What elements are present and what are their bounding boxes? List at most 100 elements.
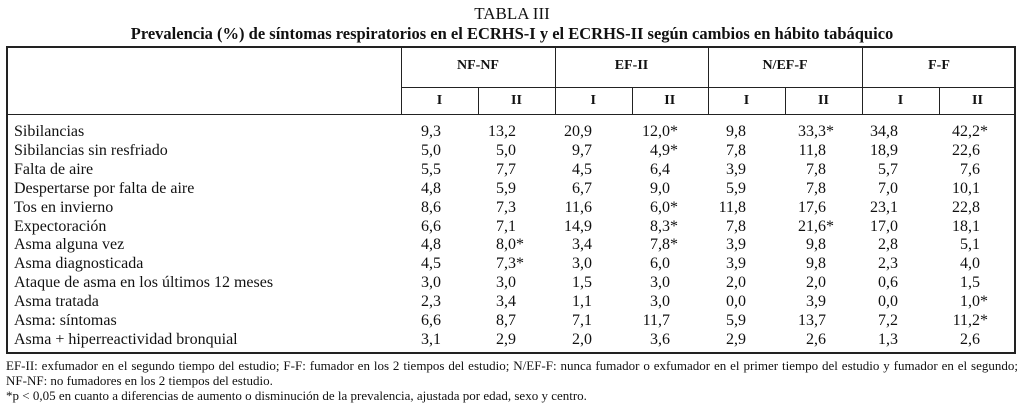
table-cell: 7,3*	[496, 255, 524, 273]
table-cell: 3,9	[726, 255, 746, 273]
table-cell: 9,8	[806, 236, 826, 254]
table-cell: 6,0	[650, 255, 670, 273]
subcolumn-header: II	[511, 93, 522, 108]
table-cell: 1,3	[878, 330, 898, 348]
subcolumn-divider	[939, 87, 940, 114]
table-cell: 3,4	[496, 293, 516, 311]
table-cell: 8,7	[496, 312, 516, 329]
table-row: Ataque de asma en los últimos 12 meses 3,…	[8, 273, 1014, 292]
table-cell: 0,0	[726, 293, 746, 311]
table-row: Tos en invierno 8,6 7,3 11,6 6,0* 11,8 17,6 23,…	[8, 198, 1014, 217]
table-cell: 3,9	[806, 293, 826, 311]
table-cell: 0,6	[878, 274, 898, 292]
table-cell: 5,0	[496, 141, 516, 159]
group-header: F-F	[928, 58, 950, 73]
table-cell: 0,0	[878, 293, 898, 311]
table-cell: 5,9	[726, 179, 746, 197]
row-label: Sibilancias	[14, 123, 85, 140]
table-cell: 5,5	[421, 160, 441, 178]
table-cell: 2,0	[572, 330, 592, 348]
table-row: Sibilancias 9,3 13,2 20,9 12,0* 9,8 33,3* 34,8 4…	[8, 122, 1014, 141]
table-cell: 11,8	[798, 141, 826, 159]
data-table: NF-NF EF-II N/EF-F F-F I II I II I II I II Sibilanci…	[6, 46, 1016, 354]
subcolumn-header: II	[972, 93, 983, 108]
table-subtitle: Prevalencia (%) de síntomas respiratorio…	[130, 24, 894, 43]
table-cell: 17,0	[870, 217, 898, 235]
row-label: Despertarse por falta de aire	[14, 179, 195, 197]
table-cell: 10,1	[952, 179, 980, 197]
table-cell: 3,9	[726, 236, 746, 254]
table-cell: 17,6	[798, 198, 826, 216]
subcolumn-header: I	[743, 93, 750, 108]
table-cell: 22,8	[952, 198, 980, 216]
table-cell: 6,7	[572, 179, 592, 197]
table-cell: 7,7	[496, 160, 516, 178]
table-cell: 1,5	[960, 274, 980, 292]
table-cell: 8,0*	[496, 236, 524, 254]
subcolumn-header: I	[436, 93, 443, 108]
table-cell: 7,6	[960, 160, 980, 178]
table-cell: 2,6	[960, 330, 980, 348]
table-cell: 6,0*	[650, 198, 678, 216]
table-cell: 3,0	[650, 293, 670, 311]
table-cell: 9,0	[650, 179, 670, 197]
table-cell: 11,8	[718, 198, 746, 216]
table-cell: 6,6	[421, 217, 441, 235]
table-row: Asma diagnosticada 4,5 7,3* 3,0 6,0 3,9 9,8 2,3…	[8, 254, 1014, 273]
table-cell: 18,9	[870, 141, 898, 159]
table-cell: 7,8	[806, 160, 826, 178]
table-cell: 1,1	[572, 293, 592, 311]
table-cell: 3,0	[650, 274, 670, 292]
table-cell: 18,1	[952, 217, 980, 235]
table-cell: 9,7	[572, 141, 592, 159]
row-label: Sibilancias sin resfriado	[14, 141, 168, 159]
column-divider	[862, 48, 863, 114]
table-cell: 3,9	[726, 160, 746, 178]
table-cell: 3,0	[572, 255, 592, 273]
table-cell: 11,7	[642, 312, 670, 329]
group-header: N/EF-F	[762, 58, 808, 73]
table-cell: 2,3	[878, 255, 898, 273]
table-cell: 1,5	[572, 274, 592, 292]
table-cell: 3,4	[572, 236, 592, 254]
table-cell: 9,3	[421, 123, 441, 140]
table-cell: 9,8	[726, 123, 746, 140]
table-row: Expectoración 6,6 7,1 14,9 8,3* 7,8 21,6* 17,0 1…	[8, 217, 1014, 236]
table-cell: 9,8	[806, 255, 826, 273]
table-cell: 11,2*	[952, 312, 988, 329]
table-cell: 11,6	[564, 198, 592, 216]
column-divider	[708, 48, 709, 114]
table-cell: 13,2	[488, 123, 516, 140]
table-row: Despertarse por falta de aire 4,8 5,9 6,7 9,…	[8, 179, 1014, 198]
table-cell: 7,8	[806, 179, 826, 197]
table-cell: 5,9	[726, 312, 746, 329]
table-cell: 13,7	[798, 312, 826, 329]
row-label: Falta de aire	[14, 160, 94, 178]
table-cell: 3,6	[650, 330, 670, 348]
table-cell: 34,8	[870, 123, 898, 140]
table-cell: 7,8	[726, 217, 746, 235]
subcolumn-header: I	[897, 93, 904, 108]
group-header: EF-II	[614, 58, 649, 73]
table-cell: 7,2	[878, 312, 898, 329]
table-cell: 8,3*	[650, 217, 678, 235]
table-cell: 33,3*	[798, 123, 834, 140]
table-cell: 2,0	[726, 274, 746, 292]
table-title: TABLA III	[474, 4, 550, 23]
table-cell: 7,3	[496, 198, 516, 216]
table-cell: 8,6	[421, 198, 441, 216]
row-label: Asma: síntomas	[14, 312, 117, 329]
table-cell: 7,8*	[650, 236, 678, 254]
row-label: Asma diagnosticada	[14, 255, 144, 273]
row-label: Asma tratada	[14, 293, 99, 311]
table-row: Sibilancias sin resfriado 5,0 5,0 9,7 4,9* 7,…	[8, 141, 1014, 160]
table-cell: 14,9	[564, 217, 592, 235]
table-row: Falta de aire 5,5 7,7 4,5 6,4 3,9 7,8 5,7 7,6	[8, 160, 1014, 179]
row-label: Ataque de asma en los últimos 12 meses	[14, 274, 274, 292]
column-divider	[401, 48, 402, 114]
table-cell: 3,1	[421, 330, 441, 348]
table-cell: 7,1	[572, 312, 592, 329]
subcolumn-divider	[785, 87, 786, 114]
table-cell: 7,0	[878, 179, 898, 197]
table-cell: 5,9	[496, 179, 516, 197]
